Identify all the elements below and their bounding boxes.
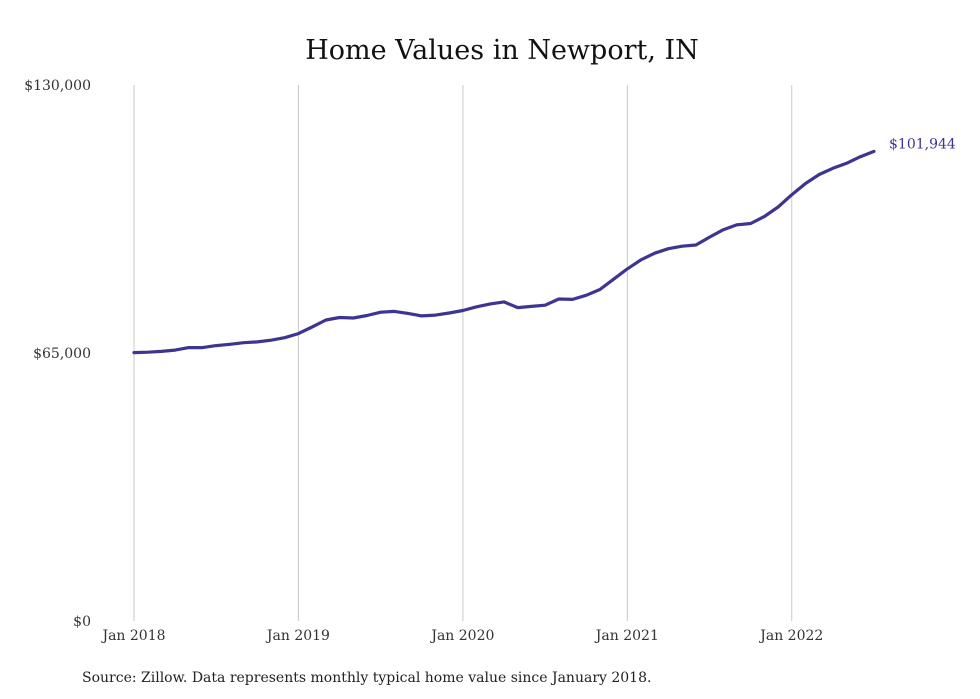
x-tick-label: Jan 2021 [594, 628, 659, 644]
source-note: Source: Zillow. Data represents monthly … [82, 670, 651, 686]
y-tick-label: $130,000 [24, 78, 91, 94]
series-line-home-value [132, 149, 876, 355]
x-tick-label: Jan 2020 [429, 628, 494, 644]
series-end-value-label: $101,944 [889, 136, 956, 152]
x-axis-ticks: Jan 2018 Jan 2019 Jan 2020 Jan 2021 Jan 2022 [100, 628, 823, 644]
grid-lines [133, 85, 793, 621]
y-tick-label: $65,000 [33, 346, 91, 362]
y-tick-label: $0 [73, 614, 91, 630]
x-tick-label: Jan 2019 [265, 628, 330, 644]
chart-title: Home Values in Newport, IN [305, 35, 699, 66]
y-axis-ticks: $130,000 $65,000 $0 [24, 78, 91, 630]
x-tick-label: Jan 2022 [758, 628, 823, 644]
x-tick-label: Jan 2018 [100, 628, 165, 644]
